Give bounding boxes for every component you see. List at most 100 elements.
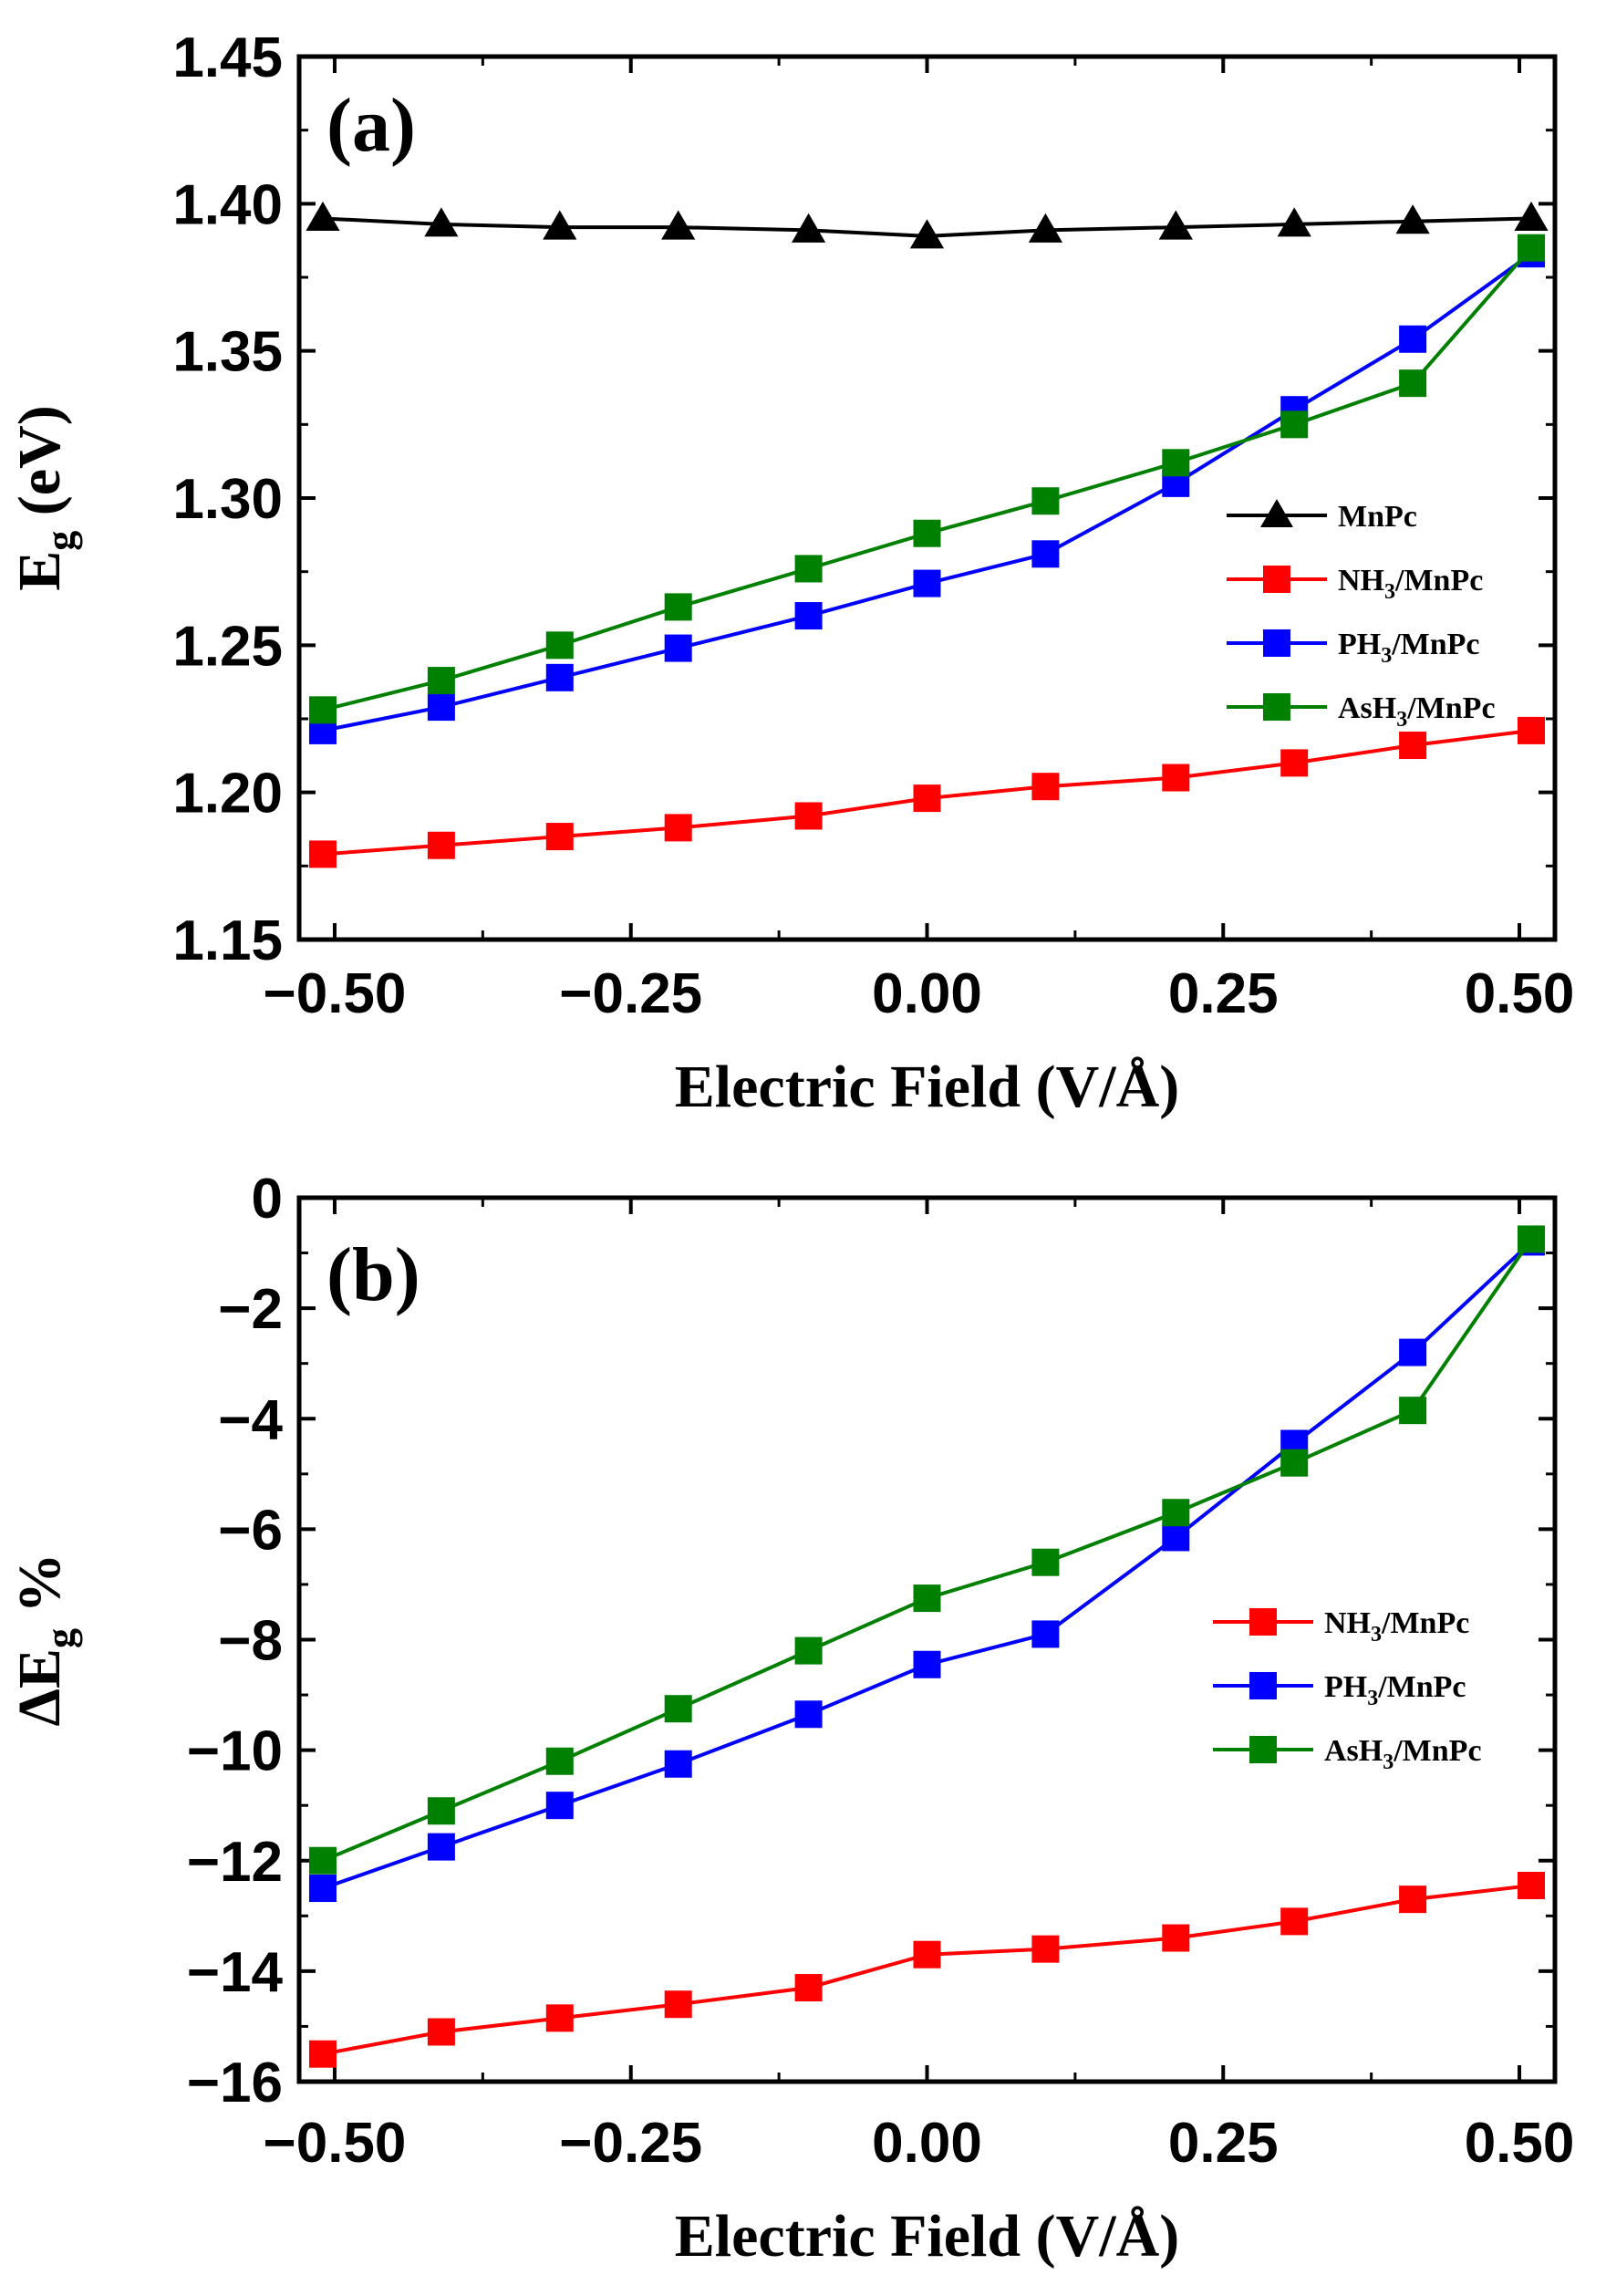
x-tick-label-b: 0.25	[1168, 2112, 1279, 2175]
y-tick-label-b: 0	[252, 1168, 283, 1231]
y-tick-label-b: −8	[218, 1610, 283, 1673]
data-point-ph3-mnpc	[794, 602, 823, 630]
y-tick-label-a: 1.20	[172, 763, 283, 826]
y-tick-label-b: −10	[187, 1720, 283, 1783]
data-point-ash3-mnpc	[545, 631, 574, 660]
data-point-ash3-mnpc	[794, 1636, 823, 1665]
x-tick-label-a: 0.25	[1168, 962, 1279, 1025]
panel-label-b: (b)	[326, 1232, 420, 1317]
data-point-nh3-mnpc	[545, 823, 574, 851]
data-point-ash3-mnpc	[913, 519, 941, 547]
data-point-nh3-mnpc	[1031, 1935, 1060, 1963]
data-point-ash3-mnpc	[1031, 1548, 1060, 1576]
data-point-nh3-mnpc	[664, 1990, 692, 2019]
legend-label-nh3-mnpc: NH3/MnPc	[1324, 1606, 1469, 1647]
legend-label-subscript: 3	[1381, 644, 1392, 668]
legend-marker-ash3-mnpc	[1249, 1736, 1277, 1763]
y-tick-label-b: −2	[218, 1278, 283, 1341]
y-tick-label-a: 1.25	[172, 615, 283, 678]
y-tick-label-b: −12	[187, 1831, 283, 1894]
y-tick-label-b: −14	[187, 1941, 284, 2004]
x-axis-title-b: Electric Field (V/Å)	[675, 2203, 1179, 2270]
data-point-ash3-mnpc	[1399, 1397, 1427, 1425]
data-point-ash3-mnpc	[1280, 410, 1309, 439]
data-point-mnpc	[1277, 207, 1311, 237]
legend-label-subscript: 3	[1383, 1751, 1394, 1774]
data-point-mnpc	[1158, 210, 1193, 240]
y-tick-label-b: −16	[187, 2052, 283, 2114]
legend-label-subscript: 3	[1371, 1623, 1382, 1647]
legend-label-main: NH	[1338, 564, 1384, 597]
y-tick-label-b: −4	[218, 1388, 283, 1451]
y-tick-label-a: 1.35	[172, 321, 283, 384]
data-point-ph3-mnpc	[427, 693, 455, 722]
data-point-ph3-mnpc	[427, 1833, 455, 1861]
data-point-ash3-mnpc	[664, 1695, 692, 1723]
data-point-ph3-mnpc	[1399, 1338, 1427, 1366]
legend-label-subscript: 3	[1396, 708, 1407, 732]
x-tick-label-b: 0.00	[872, 2112, 982, 2175]
data-point-nh3-mnpc	[308, 2040, 337, 2068]
data-point-ph3-mnpc	[1162, 1523, 1190, 1552]
data-point-ash3-mnpc	[1399, 369, 1427, 398]
y-axis-title-subscript: g	[38, 1628, 83, 1648]
data-point-nh3-mnpc	[913, 1940, 941, 1969]
legend-marker-nh3-mnpc	[1249, 1608, 1277, 1636]
data-point-ph3-mnpc	[913, 569, 941, 597]
data-point-ash3-mnpc	[664, 593, 692, 621]
data-point-ash3-mnpc	[308, 1846, 337, 1875]
data-point-nh3-mnpc	[1280, 1907, 1309, 1936]
legend-label-subscript: 3	[1384, 580, 1395, 604]
data-point-nh3-mnpc	[1031, 773, 1060, 801]
data-point-ash3-mnpc	[427, 1797, 455, 1825]
data-point-mnpc	[1395, 204, 1430, 234]
data-point-nh3-mnpc	[1399, 732, 1427, 760]
y-axis-title-unit: %	[6, 1553, 73, 1629]
x-axis-title-a: Electric Field (V/Å)	[675, 1054, 1179, 1120]
data-point-mnpc	[543, 210, 577, 240]
data-point-nh3-mnpc	[1399, 1886, 1427, 1914]
legend-label-mnpc: MnPc	[1338, 500, 1417, 534]
data-point-mnpc	[909, 219, 945, 249]
legend-label-ph3-mnpc: PH3/MnPc	[1338, 628, 1480, 668]
legend-label-main: PH	[1338, 628, 1381, 661]
legend-marker-ph3-mnpc	[1263, 629, 1290, 657]
data-point-ph3-mnpc	[913, 1650, 941, 1678]
data-point-nh3-mnpc	[1518, 1872, 1546, 1900]
data-point-nh3-mnpc	[427, 2018, 455, 2046]
data-point-nh3-mnpc	[1162, 1924, 1190, 1952]
data-point-nh3-mnpc	[794, 802, 823, 830]
data-point-ash3-mnpc	[1518, 234, 1546, 262]
data-point-ash3-mnpc	[1162, 449, 1190, 477]
data-point-ash3-mnpc	[913, 1584, 941, 1613]
y-axis-title-a: Eg (eV)	[6, 405, 83, 590]
legend-label-ph3-mnpc: PH3/MnPc	[1324, 1670, 1466, 1710]
legend-label-nh3-mnpc: NH3/MnPc	[1338, 564, 1483, 604]
legend-label-rest: /MnPc	[1393, 1734, 1481, 1768]
legend-marker-ash3-mnpc	[1263, 693, 1290, 721]
x-tick-label-b: 0.50	[1465, 2112, 1575, 2175]
data-point-nh3-mnpc	[664, 814, 692, 842]
data-point-ash3-mnpc	[1031, 487, 1060, 515]
data-point-ph3-mnpc	[545, 1792, 574, 1820]
series-line-nh3-mnpc	[322, 1884, 1532, 2056]
x-tick-label-a: 0.00	[872, 962, 982, 1025]
x-tick-label-a: −0.50	[264, 962, 407, 1025]
data-point-nh3-mnpc	[1280, 749, 1309, 777]
data-point-ash3-mnpc	[1162, 1499, 1190, 1527]
legend-label-main: NH	[1324, 1606, 1371, 1640]
data-point-mnpc	[1514, 201, 1549, 231]
data-point-ash3-mnpc	[1518, 1225, 1546, 1253]
x-tick-label-b: −0.25	[559, 2112, 702, 2175]
y-axis-title-b: ΔEg %	[6, 1553, 83, 1727]
y-axis-title-main: ΔE	[6, 1648, 73, 1726]
legend-label-main: MnPc	[1338, 500, 1417, 534]
data-point-ph3-mnpc	[545, 663, 574, 691]
data-point-ph3-mnpc	[1031, 540, 1060, 568]
legend-label-rest: /MnPc	[1406, 691, 1495, 725]
data-point-mnpc	[424, 207, 459, 237]
x-tick-label-a: −0.25	[559, 962, 702, 1025]
data-point-mnpc	[791, 213, 826, 243]
data-point-ash3-mnpc	[427, 667, 455, 695]
data-point-ash3-mnpc	[794, 555, 823, 583]
